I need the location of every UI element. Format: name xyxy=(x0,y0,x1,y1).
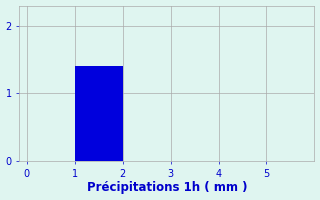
Bar xyxy=(75,66,123,161)
X-axis label: Précipitations 1h ( mm ): Précipitations 1h ( mm ) xyxy=(87,181,247,194)
